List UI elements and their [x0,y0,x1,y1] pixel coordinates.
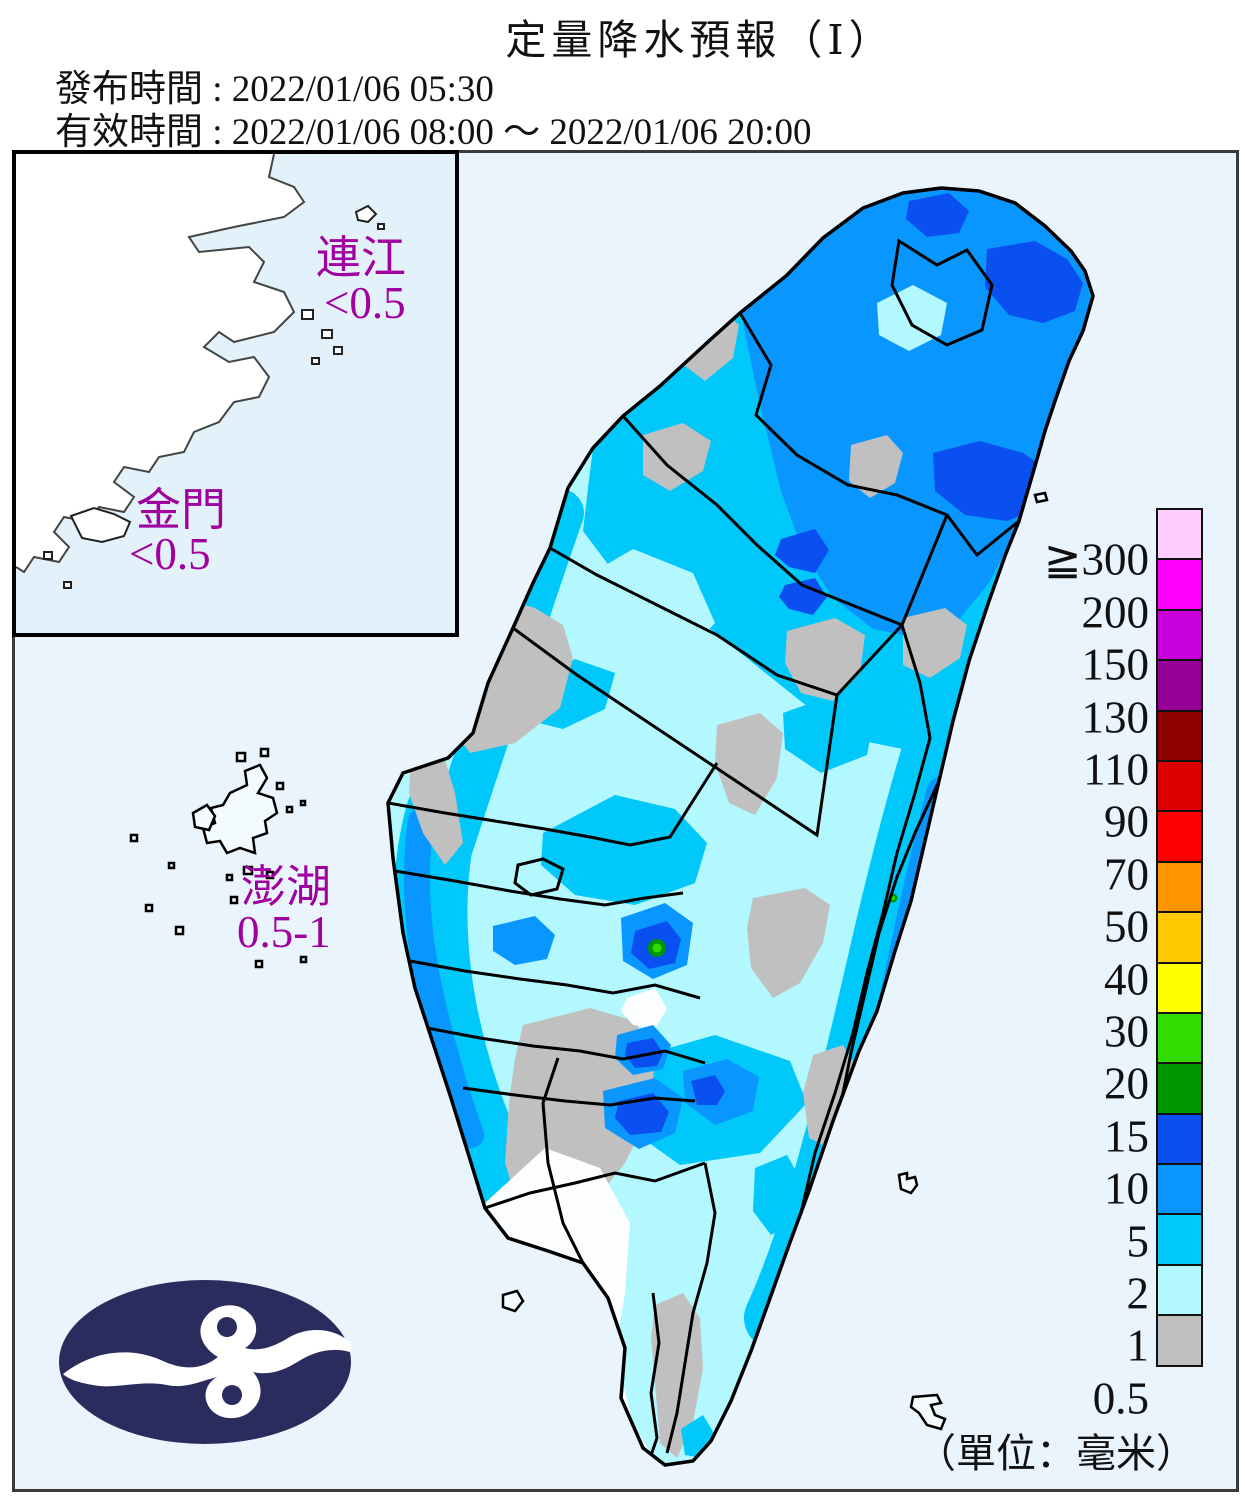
kinmen-value: <0.5 [129,529,211,579]
page-title: 定量降水預報（Ⅰ） [505,17,895,63]
legend-color-box [1156,1163,1203,1216]
guishan-island [1033,491,1049,504]
legend-threshold-label: 2 [1126,1268,1150,1319]
legend-threshold-label: 30 [1104,1006,1149,1057]
legend-color-box [1156,608,1203,662]
legend-color-box [1156,709,1203,762]
legend-threshold-label: 110 [1083,744,1149,795]
legend-threshold-label: 150 [1081,639,1150,690]
penghu-value: 0.5-1 [237,907,331,957]
mainland-inset-box: 連江 <0.5 金門 <0.5 [12,150,459,637]
legend-color-box [1156,860,1203,914]
kinmen-island [69,506,132,544]
inset-islands [43,204,385,589]
legend-color-box [1156,1314,1203,1367]
cwb-logo [59,1280,352,1444]
liuqiu-island [501,1289,525,1313]
legend-color-box [1156,911,1203,964]
legend-threshold-label: ≧300 [1043,534,1149,585]
legend-color-box [1156,961,1203,1014]
legend-threshold-label: 10 [1104,1163,1149,1214]
legend-color-box [1156,759,1203,813]
legend-threshold-label: 130 [1081,692,1150,743]
legend-color-box [1156,1112,1203,1166]
legend-threshold-label: 50 [1104,901,1149,952]
kinmen-label: 金門 [136,485,227,535]
orchid-island [909,1393,947,1431]
legend-color-box [1156,1062,1203,1115]
legend-color-box [1156,659,1203,712]
legend-threshold-label: 40 [1104,954,1149,1005]
legend-color-box [1156,1011,1203,1065]
legend-threshold-label: 0.5 [1092,1373,1149,1424]
legend-color-box [1156,508,1203,561]
taiwan-precipitation-map [129,186,1095,1467]
green-island [897,1171,919,1195]
legend-color-box [1156,1213,1203,1266]
taiwan-coastline [386,186,1095,1467]
legend-bar [1156,508,1203,1367]
legend-color-box [1156,558,1203,611]
map-frame: 連江 <0.5 金門 <0.5 澎湖 0.5-1 ≧300 200 150 130 11… [12,150,1239,1492]
legend-threshold-label: 1 [1126,1320,1150,1371]
legend-color-box [1156,810,1203,863]
offshore-islets [501,491,1049,1431]
valid-time-text: 有效時間 : 2022/01/06 08:00 ～ 2022/01/06 20:… [55,112,812,153]
matsu-islands [354,204,378,224]
legend-threshold-label: 5 [1126,1216,1150,1267]
lienchiang-value: <0.5 [324,278,406,328]
lienchiang-label: 連江 [316,233,407,283]
legend-color-box [1156,1263,1203,1317]
inset-coast-map [15,153,455,633]
penghu-label: 澎湖 [241,862,332,912]
legend-threshold-label: 15 [1104,1111,1149,1162]
legend-unit-label: （單位：毫米） [916,1431,1196,1476]
issued-time-text: 發布時間 : 2022/01/06 05:30 [55,69,494,110]
legend-threshold-label: 70 [1104,849,1149,900]
legend-threshold-label: 200 [1081,587,1150,638]
penghu-islands [129,747,308,969]
legend-threshold-label: 20 [1104,1058,1149,1109]
legend-threshold-label: 90 [1104,796,1149,847]
